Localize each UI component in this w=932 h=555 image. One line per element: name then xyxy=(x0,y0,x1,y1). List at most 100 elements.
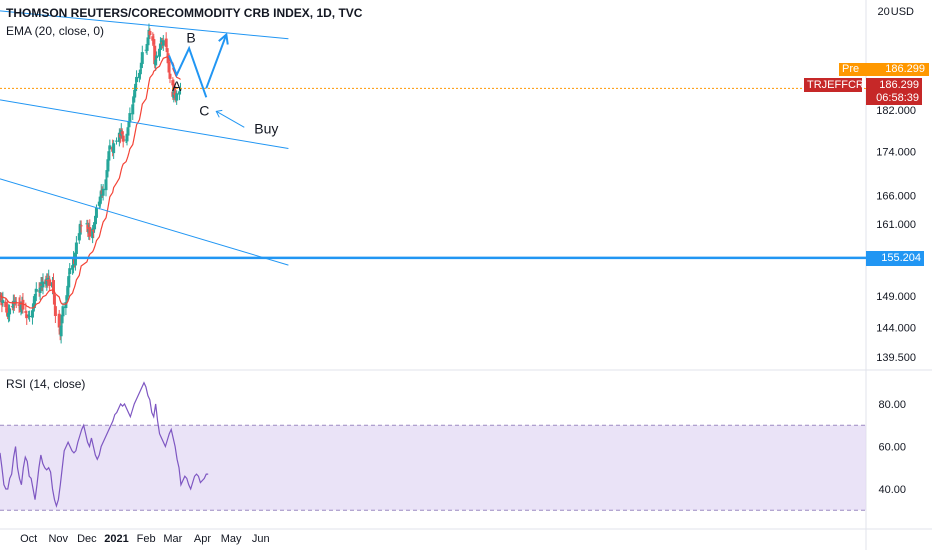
candle-body xyxy=(12,303,16,305)
rsi-legend[interactable]: RSI (14, close) xyxy=(6,377,86,391)
candle-body xyxy=(158,43,162,50)
candle-body xyxy=(79,225,83,227)
trend-line-2 xyxy=(0,99,289,150)
currency-unit: USD xyxy=(890,6,914,18)
candle-body xyxy=(77,233,81,241)
time-tick-label: Apr xyxy=(194,533,211,545)
candle-body xyxy=(104,179,108,191)
candle-body xyxy=(7,312,11,317)
buy-annotation: Buy xyxy=(254,120,278,136)
candle-body xyxy=(66,285,70,297)
candle-body xyxy=(152,39,156,45)
candle-body xyxy=(159,40,163,42)
candle-body xyxy=(118,134,122,138)
time-tick-label: Oct xyxy=(20,533,37,545)
candle-body xyxy=(60,314,64,324)
candle-body xyxy=(164,38,168,47)
candle-body xyxy=(146,37,150,46)
candle-body xyxy=(94,216,97,224)
pattern-label-a: A xyxy=(172,78,182,94)
time-tick-label: Dec xyxy=(77,533,97,545)
candle-body xyxy=(153,45,157,65)
candle-body xyxy=(178,91,182,95)
candle-body xyxy=(64,302,68,309)
candle-body xyxy=(151,36,155,41)
candle-body xyxy=(68,268,72,274)
candle-body xyxy=(8,308,12,315)
candle-body xyxy=(86,224,90,232)
candle-body xyxy=(91,228,95,239)
time-tick-label: Feb xyxy=(137,533,156,545)
abc-pattern-line xyxy=(168,45,208,98)
candle-body xyxy=(132,96,136,103)
candle-body xyxy=(107,151,111,161)
candle-body xyxy=(94,207,98,218)
candle-body xyxy=(133,89,137,98)
candle-body xyxy=(92,229,96,232)
candle-body xyxy=(165,48,169,53)
candle-body xyxy=(61,306,65,317)
time-tick-label: 2021 xyxy=(104,533,128,545)
candle-body xyxy=(34,288,38,292)
candle-body xyxy=(74,242,78,255)
premarket-label: Pre xyxy=(842,63,860,75)
candle-body xyxy=(178,88,182,90)
candle-body xyxy=(145,44,149,51)
candle-body xyxy=(112,143,116,154)
rsi-tick-label: 60.00 xyxy=(878,442,906,454)
rsi-line xyxy=(0,381,209,509)
price-tick-label: 144.000 xyxy=(876,323,916,335)
ema-line xyxy=(0,56,181,309)
candle-body xyxy=(154,59,158,66)
symbol-title[interactable]: THOMSON REUTERS/CORECOMMODITY CRB INDEX,… xyxy=(6,6,363,20)
candle-body xyxy=(27,314,31,316)
candle-body xyxy=(168,73,172,79)
price-tick-label: 182.000 xyxy=(876,105,916,117)
candle-body xyxy=(30,310,34,318)
candle-body xyxy=(78,223,82,235)
candle-body xyxy=(24,311,28,313)
candle-body xyxy=(127,121,131,128)
candle-body xyxy=(28,315,32,317)
time-tick-label: May xyxy=(221,533,242,545)
candle-body xyxy=(85,223,89,225)
candle-body xyxy=(171,80,175,86)
candle-body xyxy=(88,227,92,237)
projection-arrow-line xyxy=(205,34,228,89)
time-tick-label: Jun xyxy=(252,533,270,545)
candle-body xyxy=(105,170,109,178)
buy-arrow-head xyxy=(215,109,223,118)
candle-body xyxy=(93,222,97,230)
candle-body xyxy=(46,280,50,282)
price-tick-label: 139.500 xyxy=(876,352,916,364)
buy-arrow-line xyxy=(216,110,245,128)
trend-line-1 xyxy=(0,10,289,40)
candle-body xyxy=(121,135,125,142)
candle-body xyxy=(32,299,36,307)
candle-body xyxy=(148,31,152,36)
candle-body xyxy=(157,48,161,57)
rsi-tick-label: 40.00 xyxy=(878,484,906,496)
candle-body xyxy=(138,69,142,75)
candle-body xyxy=(53,306,57,316)
candle-body xyxy=(134,83,138,92)
price-tick-label: 161.000 xyxy=(876,219,916,231)
candle-body xyxy=(120,131,124,135)
candle-body xyxy=(126,129,130,136)
candle-body xyxy=(47,277,51,279)
candle-body xyxy=(65,295,69,300)
candle-body xyxy=(140,52,144,64)
ema-legend[interactable]: EMA (20, close, 0) xyxy=(6,24,105,38)
candle-body xyxy=(128,113,132,123)
candle-body xyxy=(21,299,25,310)
candle-body xyxy=(167,61,171,73)
price-tick-label: 174.000 xyxy=(876,147,916,159)
candle-body xyxy=(31,304,35,309)
candle-body xyxy=(139,62,143,68)
candle-body xyxy=(25,314,29,318)
price-tick-label: 149.000 xyxy=(876,291,916,303)
candle-body xyxy=(11,301,15,309)
candle-body xyxy=(98,196,102,204)
